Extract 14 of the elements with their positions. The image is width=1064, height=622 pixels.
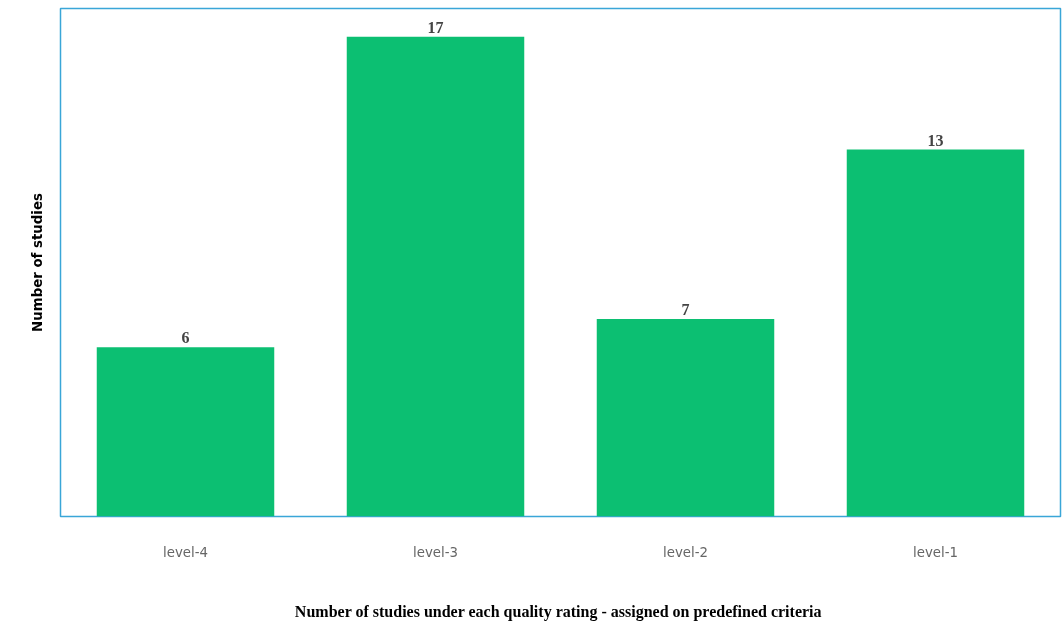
x-tick-label: level-4 [163, 544, 208, 560]
data-label: 13 [927, 131, 944, 149]
bar [96, 347, 275, 517]
data-label: 6 [181, 329, 190, 347]
bar [846, 149, 1025, 517]
x-tick-label: level-1 [913, 544, 958, 560]
x-tick-label: level-3 [413, 544, 458, 560]
y-axis-title: Number of studies [29, 193, 45, 332]
data-label: 17 [427, 18, 444, 36]
bar [596, 318, 775, 517]
bar [346, 36, 525, 517]
data-label: 7 [681, 300, 690, 318]
x-tick-label: level-2 [663, 544, 708, 560]
x-axis-title: Number of studies under each quality rating - assigned on predefined criteria [294, 602, 822, 621]
